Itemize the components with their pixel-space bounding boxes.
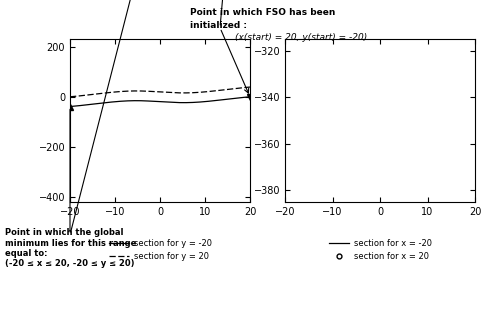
Text: Point in which FSO has been: Point in which FSO has been — [190, 8, 336, 17]
Text: (x(start) = 20, y(start) = -20): (x(start) = 20, y(start) = -20) — [235, 33, 367, 42]
Text: initialized :: initialized : — [190, 21, 247, 30]
Legend: section for x = -20, section for x = 20: section for x = -20, section for x = 20 — [325, 236, 435, 264]
Text: Point in which the global
minimum lies for this range
equal to:
(-20 ≤ x ≤ 20, -: Point in which the global minimum lies f… — [5, 228, 136, 268]
Legend: section for y = -20, section for y = 20: section for y = -20, section for y = 20 — [105, 236, 215, 264]
